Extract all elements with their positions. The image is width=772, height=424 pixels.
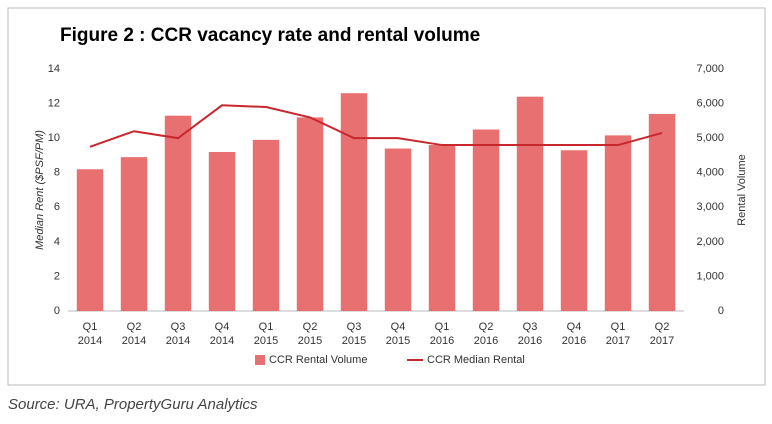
bar — [120, 157, 148, 311]
y-tick-label: 2 — [54, 270, 60, 282]
x-tick-label: 2015 — [342, 335, 366, 347]
y-tick-label: 4 — [54, 236, 60, 248]
y2-tick-label: 2,000 — [696, 236, 724, 248]
x-tick-label: 2015 — [386, 335, 410, 347]
y2-tick-label: 7,000 — [696, 63, 724, 75]
x-tick-label: Q1 — [435, 321, 450, 333]
y-tick-label: 10 — [48, 132, 60, 144]
x-tick-label: Q2 — [479, 321, 494, 333]
x-tick-label: Q1 — [611, 321, 626, 333]
bar — [516, 96, 544, 312]
y2-tick-label: 4,000 — [696, 167, 724, 179]
y2-axis-label: Rental Volume — [736, 154, 748, 226]
x-tick-label: 2015 — [254, 335, 278, 347]
x-tick-label: Q4 — [215, 321, 230, 333]
y-axis-label: Median Rent ($PSF/PM) — [34, 130, 46, 250]
legend-label: CCR Median Rental — [427, 354, 525, 366]
y-tick-label: 12 — [48, 97, 60, 109]
x-tick-label: Q3 — [347, 321, 362, 333]
y-tick-label: 6 — [54, 201, 60, 213]
source: Source: URA, PropertyGuru Analytics — [8, 396, 258, 413]
y-tick-label: 0 — [54, 305, 60, 317]
legend-label: CCR Rental Volume — [269, 354, 367, 366]
bar — [648, 113, 676, 311]
x-tick-label: 2016 — [518, 335, 542, 347]
x-tick-label: 2016 — [474, 335, 498, 347]
x-tick-label: Q4 — [391, 321, 406, 333]
bar — [472, 129, 500, 311]
y2-tick-label: 6,000 — [696, 97, 724, 109]
y2-tick-label: 0 — [718, 305, 724, 317]
x-tick-label: Q3 — [171, 321, 186, 333]
bar — [384, 148, 412, 311]
x-tick-label: Q2 — [127, 321, 142, 333]
x-tick-label: Q4 — [567, 321, 582, 333]
y2-tick-label: 3,000 — [696, 201, 724, 213]
legend-swatch — [255, 355, 265, 365]
chart-title: Figure 2 : CCR vacancy rate and rental v… — [60, 25, 480, 46]
x-tick-label: Q1 — [83, 321, 98, 333]
bar — [560, 150, 588, 311]
x-tick-label: Q2 — [655, 321, 670, 333]
x-tick-label: 2017 — [650, 335, 674, 347]
x-tick-label: 2016 — [562, 335, 586, 347]
x-tick-label: 2015 — [298, 335, 322, 347]
bar — [164, 115, 192, 312]
bar — [604, 135, 632, 311]
bar — [76, 169, 104, 311]
bar — [296, 117, 324, 312]
y-tick-label: 8 — [54, 167, 60, 179]
y-tick-label: 14 — [48, 63, 60, 75]
line — [89, 104, 663, 148]
x-tick-label: Q1 — [259, 321, 274, 333]
y2-tick-label: 5,000 — [696, 132, 724, 144]
bar — [252, 139, 280, 311]
x-tick-label: 2016 — [430, 335, 454, 347]
x-tick-label: 2014 — [122, 335, 146, 347]
x-tick-label: Q2 — [303, 321, 318, 333]
y2-tick-label: 1,000 — [696, 270, 724, 282]
bar — [208, 151, 236, 311]
bar — [428, 145, 456, 311]
x-tick-label: 2014 — [78, 335, 102, 347]
x-tick-label: 2014 — [166, 335, 190, 347]
bar — [340, 93, 368, 311]
x-tick-label: Q3 — [523, 321, 538, 333]
x-tick-label: 2014 — [210, 335, 234, 347]
frame — [7, 7, 766, 386]
x-tick-label: 2017 — [606, 335, 630, 347]
